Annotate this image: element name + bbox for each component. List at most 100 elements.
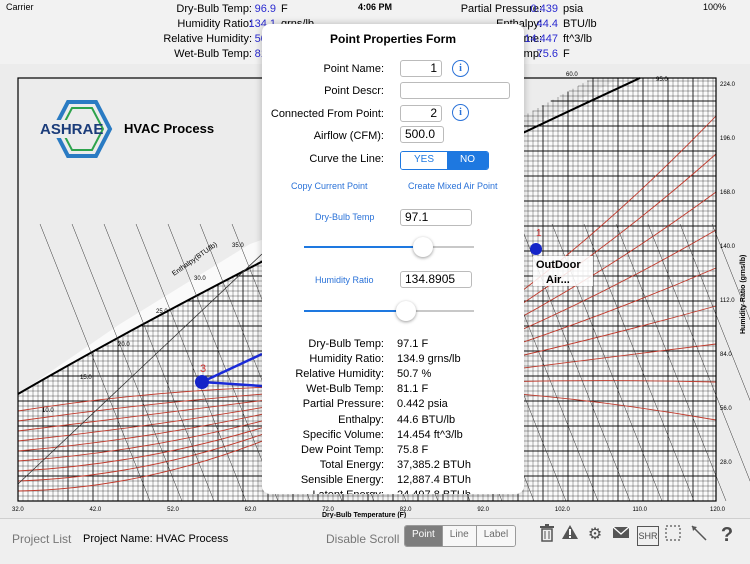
readout-label: Wet-Bulb Temp: <box>174 48 252 60</box>
result-label: Relative Humidity: <box>295 368 384 381</box>
readout-label: Dry-Bulb Temp: <box>176 3 252 15</box>
mode-label-option[interactable]: Label <box>475 526 516 546</box>
info-icon[interactable]: i <box>452 104 469 121</box>
point-3-marker <box>195 375 209 389</box>
wet-bulb-line <box>135 223 247 502</box>
dry-bulb-slider-label: Dry-Bulb Temp <box>315 212 375 222</box>
dry-bulb-slider[interactable] <box>304 237 474 257</box>
curve-no-option[interactable]: NO <box>447 152 489 169</box>
logo-text: ASHRAE <box>40 121 103 138</box>
enthalpy-tick-label: 25.0 <box>156 309 168 315</box>
wet-bulb-line <box>39 223 151 502</box>
result-label: Total Energy: <box>319 458 384 471</box>
chart-title: HVAC Process <box>124 121 215 136</box>
point-name-label: Point Name: <box>323 63 384 75</box>
point-properties-form: Point Properties Form Point Name: 1 i Po… <box>262 24 524 494</box>
shr-button[interactable]: SHR <box>637 526 659 546</box>
result-label: Dew Point Temp: <box>301 443 384 456</box>
curve-yes-option[interactable]: YES <box>401 152 448 169</box>
x-tick-label: 110.0 <box>632 507 647 513</box>
y-tick-label: 224.0 <box>720 82 736 88</box>
wet-bulb-line <box>71 223 183 502</box>
result-row: Humidity Ratio: 134.9 grns/lb <box>262 352 524 366</box>
copy-current-point-link[interactable]: Copy Current Point <box>291 181 368 191</box>
warning-icon[interactable] <box>559 524 581 546</box>
result-row: Total Energy: 37,385.2 BTUh <box>262 458 524 472</box>
airflow-input[interactable]: 500.0 <box>400 126 444 143</box>
readout-value: 14.447 <box>524 33 558 45</box>
draw-line-icon[interactable] <box>688 524 710 546</box>
wet-bulb-line <box>583 223 695 502</box>
enthalpy-tick-label: 15.0 <box>80 375 92 381</box>
y-tick-label: 56.0 <box>720 406 732 412</box>
readout-unit: BTU/lb <box>563 18 597 30</box>
x-tick-label: 52.0 <box>167 507 179 513</box>
readout-value: 44.4 <box>536 18 558 30</box>
result-row: Dew Point Temp: 75.8 F <box>262 443 524 457</box>
result-row: Sensible Energy: 12,887.4 BTUh <box>262 473 524 487</box>
result-label: Enthalpy: <box>338 413 384 426</box>
mode-point-option[interactable]: Point <box>405 526 442 546</box>
dry-bulb-input[interactable]: 97.1 <box>400 209 472 226</box>
project-name-text: Project Name: HVAC Process <box>83 533 229 545</box>
top-tick-label: 60.0 <box>566 72 578 78</box>
result-label: Sensible Energy: <box>300 473 384 486</box>
enthalpy-scale <box>17 253 263 485</box>
create-mixed-air-point-link[interactable]: Create Mixed Air Point <box>408 181 498 191</box>
help-icon[interactable]: ? <box>720 524 734 546</box>
humidity-ratio-slider[interactable] <box>304 301 474 321</box>
clock-text: 4:06 PM <box>358 2 393 12</box>
result-label: Latent Energy: <box>262 488 384 494</box>
readout-label: Partial Pressure: <box>460 3 542 15</box>
result-row: Relative Humidity: 50.7 % <box>262 367 524 381</box>
x-axis-label: Dry-Bulb Temperature (F) <box>322 512 406 518</box>
result-row: Specific Volume: 14.454 ft^3/lb <box>262 428 524 442</box>
readout-label: Relative Humidity: <box>163 33 252 45</box>
info-icon[interactable]: i <box>452 60 469 77</box>
trash-icon[interactable] <box>536 524 558 546</box>
y-axis-label: Humidity Ratio (grns/lb) <box>740 255 747 334</box>
wet-bulb-line <box>615 223 727 502</box>
result-row: Wet-Bulb Temp: 81.1 F <box>262 382 524 396</box>
disable-scroll-button[interactable]: Disable Scroll <box>326 532 400 546</box>
process-line <box>201 380 263 388</box>
readout-unit: F <box>281 3 288 15</box>
battery-text: 100% <box>703 2 727 12</box>
curve-line-toggle[interactable]: YES NO <box>400 151 490 170</box>
wet-bulb-line <box>711 223 750 321</box>
selection-icon[interactable] <box>662 524 684 546</box>
mode-line-option[interactable]: Line <box>441 526 476 546</box>
x-tick-label: 72.0 <box>322 507 334 513</box>
humidity-ratio-slider-thumb[interactable] <box>396 301 416 321</box>
result-row: Latent Energy: 24,497.8 BTUh <box>262 488 524 494</box>
x-tick-label: 82.0 <box>400 507 412 513</box>
connected-from-input[interactable]: 2 <box>400 105 442 122</box>
result-value: 75.8 F <box>397 443 429 456</box>
result-value: 12,887.4 BTUh <box>397 473 471 486</box>
project-list-button[interactable]: Project List <box>12 532 72 546</box>
enthalpy-tick-label: 30.0 <box>194 276 206 282</box>
result-label: Humidity Ratio: <box>309 353 384 366</box>
top-tick-label: 95.0 <box>656 77 668 83</box>
result-row: Dry-Bulb Temp: 97.1 F <box>262 337 524 351</box>
ashrae-logo: ASHRAE <box>38 100 113 158</box>
humidity-ratio-input[interactable]: 134.8905 <box>400 271 472 288</box>
result-row: Enthalpy: 44.6 BTU/lb <box>262 413 524 427</box>
dry-bulb-slider-fill <box>304 246 423 248</box>
point-name-input[interactable]: 1 <box>400 60 442 77</box>
gear-icon[interactable]: ⚙ <box>587 526 603 543</box>
point-1-label: OutDoor <box>536 259 581 271</box>
readout-unit: psia <box>563 3 584 15</box>
mail-icon[interactable] <box>610 524 632 546</box>
dry-bulb-slider-thumb[interactable] <box>413 237 433 257</box>
y-tick-label: 112.0 <box>720 298 735 304</box>
airflow-label: Airflow (CFM): <box>313 130 384 142</box>
y-tick-label: 28.0 <box>720 460 732 466</box>
point-descr-input[interactable] <box>400 82 510 99</box>
x-tick-label: 62.0 <box>245 507 257 513</box>
y-tick-label: 196.0 <box>720 136 736 142</box>
enthalpy-tick-label: 10.0 <box>42 408 54 414</box>
result-value: 14.454 ft^3/lb <box>397 428 463 441</box>
mode-segmented-control[interactable]: Point Line Label <box>404 525 517 547</box>
humidity-ratio-slider-fill <box>304 310 406 312</box>
